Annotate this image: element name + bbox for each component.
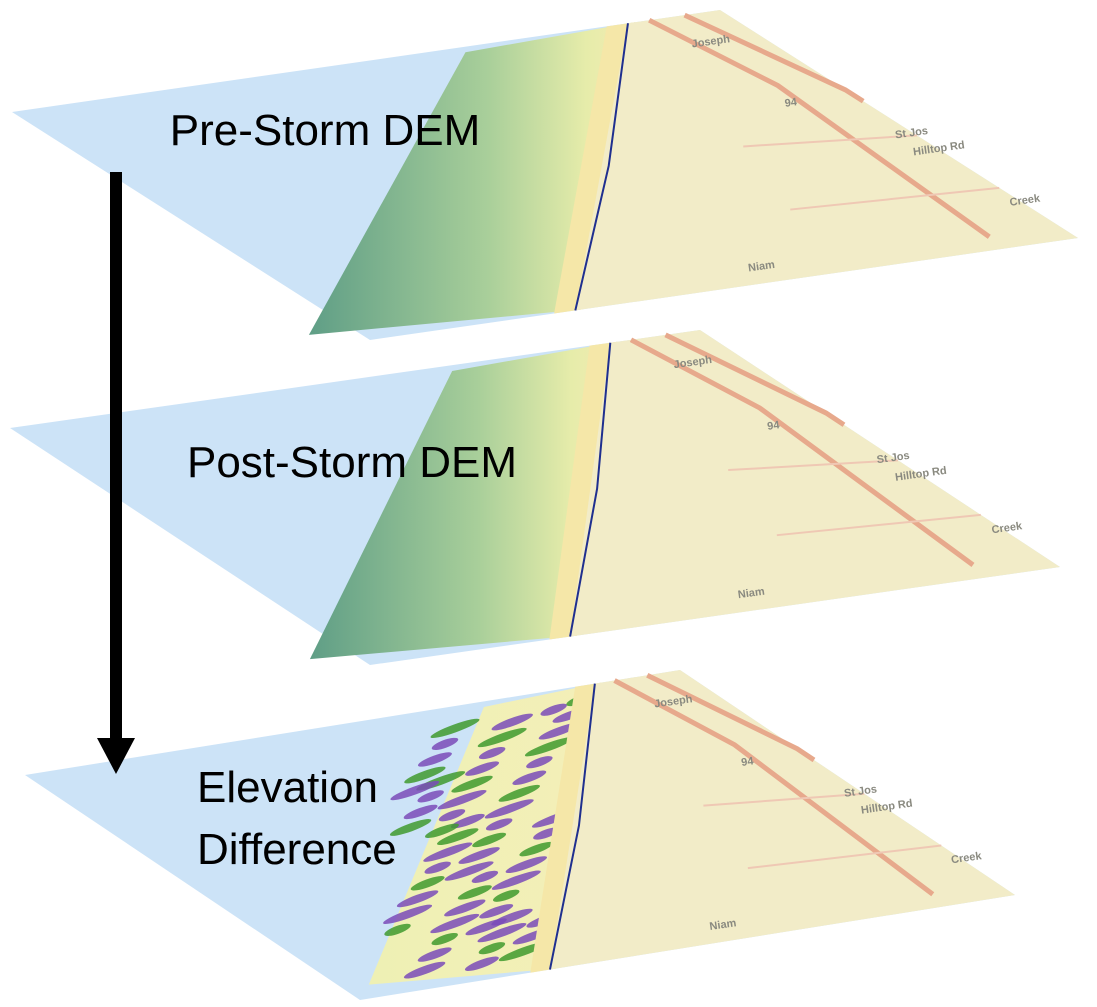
- land: [570, 330, 1060, 637]
- map-label: Creek: [991, 520, 1024, 536]
- layer-label: Difference: [197, 825, 397, 874]
- map-label: Creek: [950, 850, 983, 866]
- map-label: Creek: [1009, 193, 1042, 209]
- layer-label: Pre-Storm DEM: [170, 106, 480, 155]
- layer-label: Elevation: [197, 763, 378, 812]
- land: [550, 670, 1015, 970]
- land: [575, 10, 1078, 310]
- diagram: St JosHilltop RdCreek94JosephNiamPre-Sto…: [0, 0, 1097, 1007]
- layer-label: Post-Storm DEM: [187, 438, 517, 487]
